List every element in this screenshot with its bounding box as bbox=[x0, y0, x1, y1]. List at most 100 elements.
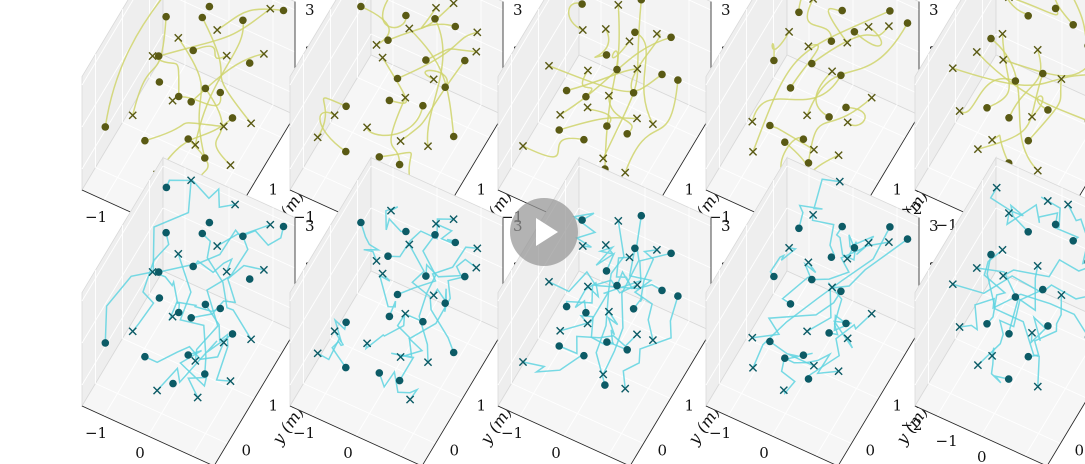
trajectory-line bbox=[131, 16, 167, 116]
grid-line bbox=[1012, 0, 1085, 33]
start-marker bbox=[1005, 114, 1013, 122]
end-marker bbox=[601, 24, 610, 34]
start-marker bbox=[169, 379, 177, 388]
end-marker bbox=[266, 4, 275, 13]
trajectory-line bbox=[104, 0, 162, 128]
start-marker bbox=[582, 308, 590, 317]
start-marker bbox=[162, 183, 171, 192]
trajectory-line bbox=[360, 5, 390, 46]
trajectory-line bbox=[390, 97, 406, 165]
end-marker bbox=[864, 238, 873, 247]
start-marker bbox=[451, 22, 460, 31]
start-marker bbox=[205, 218, 214, 227]
end-marker bbox=[405, 240, 414, 249]
end-marker bbox=[472, 47, 481, 56]
end-marker bbox=[583, 282, 592, 291]
trajectory-line bbox=[959, 296, 1016, 332]
start-marker bbox=[1069, 237, 1077, 245]
grid-line bbox=[162, 207, 296, 269]
trajectory-line bbox=[1006, 203, 1059, 226]
start-marker bbox=[603, 338, 611, 346]
end-marker bbox=[1057, 290, 1066, 300]
end-marker bbox=[652, 29, 661, 38]
trajectory-line bbox=[408, 27, 455, 137]
start-marker bbox=[766, 337, 774, 346]
start-marker bbox=[1039, 285, 1047, 294]
trajectory-line bbox=[1031, 95, 1049, 118]
end-marker bbox=[652, 245, 661, 254]
end-marker bbox=[213, 25, 222, 35]
trajectory-line bbox=[952, 67, 1085, 87]
end-marker bbox=[174, 249, 183, 258]
trajectory-line bbox=[400, 275, 465, 358]
x-tick-label: 0 bbox=[551, 444, 561, 462]
grid-line bbox=[955, 338, 1085, 398]
end-marker bbox=[578, 241, 587, 251]
end-marker bbox=[843, 334, 852, 343]
start-marker bbox=[601, 381, 609, 389]
trajectory-line bbox=[1073, 0, 1085, 37]
start-marker bbox=[555, 126, 563, 134]
subplot-r1-c4: −2−101012123x (m)y (m)z (m) bbox=[900, 156, 1085, 464]
start-marker bbox=[1069, 21, 1077, 29]
end-marker bbox=[372, 256, 381, 265]
trajectory-line bbox=[165, 179, 236, 209]
end-marker bbox=[222, 51, 231, 60]
y-tick-label: 0 bbox=[450, 442, 460, 460]
start-marker bbox=[825, 113, 833, 121]
end-marker bbox=[449, 215, 458, 224]
trajectory-line bbox=[144, 342, 225, 364]
end-marker bbox=[518, 357, 528, 367]
trajectory-line bbox=[144, 122, 224, 142]
start-marker bbox=[637, 0, 646, 4]
y-axis-line bbox=[838, 330, 920, 464]
y-tick-label: 1 bbox=[269, 397, 279, 415]
trajectory-line bbox=[397, 31, 478, 80]
trajectory-line bbox=[784, 352, 839, 375]
start-marker bbox=[631, 28, 639, 37]
end-marker bbox=[187, 176, 196, 185]
end-marker bbox=[998, 245, 1007, 254]
start-marker bbox=[983, 104, 991, 112]
start-marker bbox=[198, 229, 207, 238]
end-marker bbox=[632, 330, 642, 339]
end-marker bbox=[583, 66, 592, 75]
end-marker bbox=[809, 361, 818, 370]
start-marker bbox=[799, 351, 808, 360]
end-marker bbox=[396, 136, 405, 146]
end-marker bbox=[992, 183, 1001, 192]
end-marker bbox=[372, 40, 381, 49]
end-marker bbox=[153, 386, 162, 395]
start-marker bbox=[461, 56, 469, 65]
start-marker bbox=[770, 56, 778, 65]
grid-line bbox=[773, 77, 906, 138]
trajectory-line bbox=[811, 25, 890, 65]
y-tick-label: 0 bbox=[1075, 442, 1085, 460]
end-marker bbox=[948, 280, 957, 289]
trajectory-line bbox=[433, 287, 448, 312]
trajectory-line bbox=[216, 226, 285, 247]
trajectory-line bbox=[827, 282, 843, 336]
end-marker bbox=[828, 67, 837, 76]
trajectory-line bbox=[378, 273, 397, 317]
end-marker bbox=[544, 61, 554, 70]
trajectory-line bbox=[158, 8, 271, 57]
grid-line bbox=[122, 122, 255, 183]
trajectory-line bbox=[986, 254, 1040, 387]
end-marker bbox=[556, 110, 565, 119]
start-marker bbox=[422, 56, 430, 64]
end-marker bbox=[648, 336, 657, 345]
trajectory-line bbox=[959, 77, 1016, 114]
end-marker bbox=[998, 29, 1007, 38]
end-marker bbox=[313, 349, 322, 358]
end-marker bbox=[748, 333, 757, 342]
trajectory-line bbox=[559, 252, 672, 332]
play-button[interactable] bbox=[510, 198, 578, 266]
start-marker bbox=[393, 290, 402, 299]
start-marker bbox=[667, 33, 675, 42]
start-marker bbox=[781, 138, 789, 146]
grid-line bbox=[303, 383, 436, 444]
x-tick-label: 0 bbox=[977, 448, 987, 464]
y-tick-label: 0 bbox=[242, 442, 252, 460]
grid-line bbox=[289, 165, 372, 302]
